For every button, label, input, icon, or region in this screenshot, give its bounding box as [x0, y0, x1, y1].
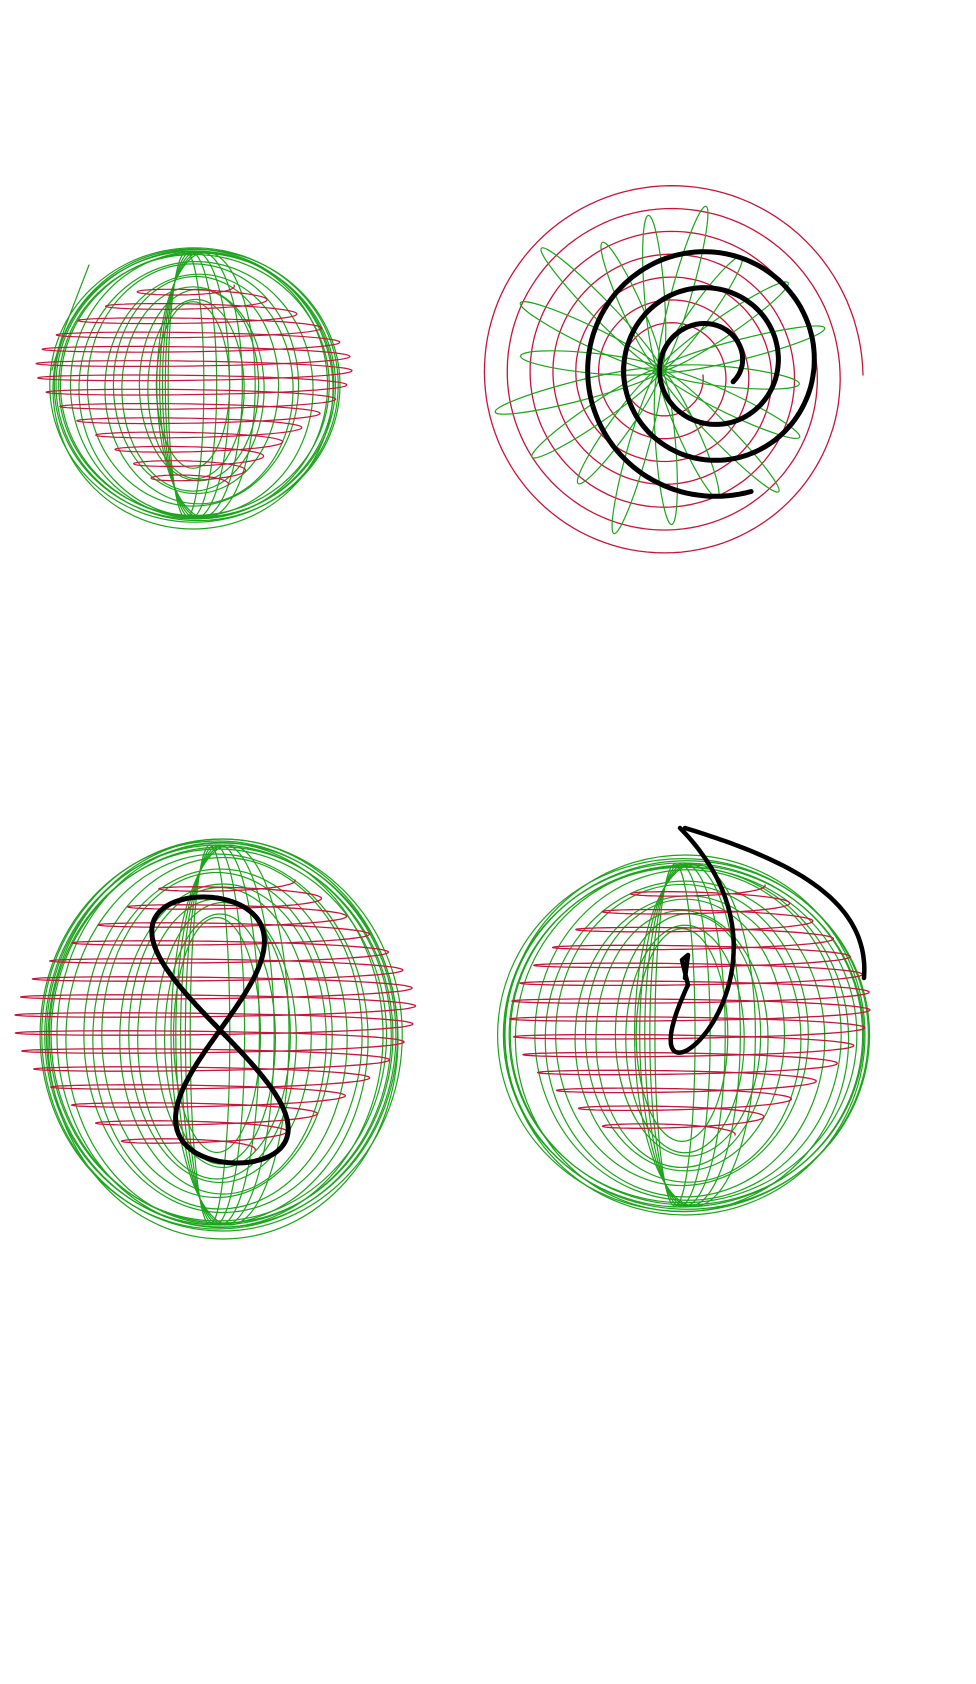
black-hook-curve [668, 825, 867, 1055]
p1-green-circle-3 [55, 248, 341, 522]
panel-3 [14, 838, 470, 1310]
black-figure-eight-curve [149, 894, 291, 1166]
p1-green-vertical-2 [161, 251, 231, 519]
p1-green-vertical-0 [167, 251, 205, 519]
panel-2 [483, 185, 930, 608]
panel-3-svg [14, 838, 417, 1240]
p4-green-circle-3 [503, 860, 871, 1210]
p3-red-helix [14, 879, 417, 1151]
p4-black-hook-tip [679, 952, 691, 988]
p3-green-ellipse-7 [92, 868, 348, 1210]
p1-red-helix [35, 284, 353, 486]
red-helix-curve [509, 884, 871, 1136]
p4-black-hook-upper [682, 825, 867, 981]
panel-1 [35, 235, 364, 565]
p2-red-spiral [483, 185, 864, 554]
red-helix-curve [35, 284, 353, 486]
panel-2-svg [483, 185, 864, 554]
p3-black-figure-eight [149, 894, 291, 1166]
p4-red-helix [509, 884, 871, 1136]
red-helix-curve [14, 879, 417, 1151]
p1-green-tail [51, 264, 90, 371]
p1-green-vertical-4 [156, 251, 256, 519]
p1-green-circle-4 [49, 247, 339, 523]
p4-green-circle-4 [497, 858, 869, 1212]
p4-green-circle-2 [502, 862, 864, 1208]
p2-green-petal-5 [611, 369, 663, 535]
panel-4 [497, 825, 950, 1270]
panel-4-svg [497, 825, 871, 1216]
p1-green-circle-2 [53, 250, 335, 520]
p3-green-ellipse-5 [119, 883, 327, 1195]
p1-green-vertical-3 [159, 251, 243, 519]
panel-1-svg [35, 247, 353, 530]
p1-green-vertical-1 [164, 251, 218, 519]
p2-black-spiral [585, 249, 817, 499]
p1-green-ellipse-2 [138, 288, 260, 482]
p4-black-hook-lower [668, 825, 736, 1055]
black-spiral-curve [585, 249, 817, 499]
red-spiral-curve [483, 185, 864, 554]
